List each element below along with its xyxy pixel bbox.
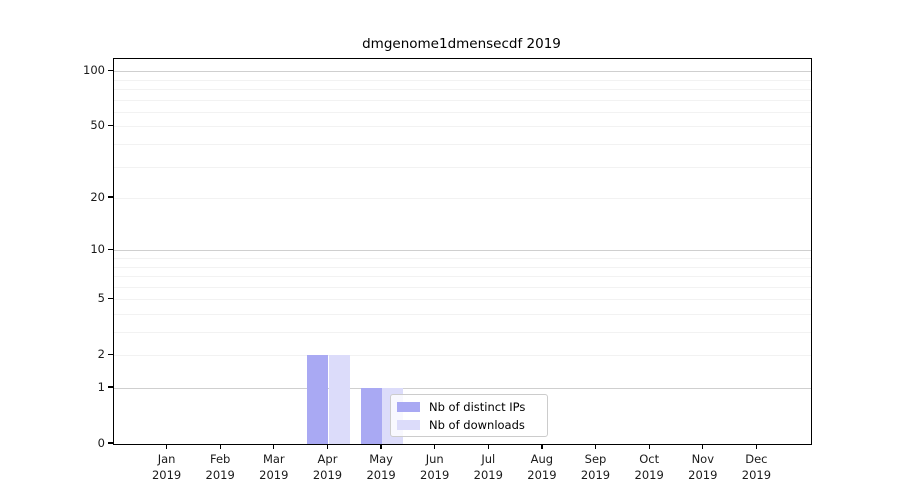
x-tick-label: Oct 2019 — [617, 452, 681, 483]
x-tick-mark — [434, 444, 436, 449]
y-tick-label: 0 — [97, 435, 105, 450]
x-tick-year: 2019 — [741, 467, 772, 482]
gridline-major — [114, 388, 811, 389]
y-tick-label: 50 — [90, 117, 105, 132]
y-tick-label: 1 — [97, 379, 105, 394]
x-tick-month: Aug — [530, 452, 554, 466]
x-tick-month: Jun — [425, 452, 444, 466]
bar-nb-of-distinct-ips — [307, 355, 329, 444]
x-tick-mark — [755, 444, 757, 449]
legend-label: Nb of downloads — [429, 417, 525, 432]
y-tick-label: 5 — [97, 290, 105, 305]
bar-nb-of-downloads — [328, 355, 350, 444]
gridline-minor — [114, 79, 811, 81]
gridline-minor — [114, 112, 811, 113]
y-tick-mark — [108, 124, 113, 127]
x-tick-month: Dec — [745, 452, 768, 466]
x-tick-mark — [380, 444, 382, 449]
gridline-minor — [114, 89, 811, 90]
x-tick-label: May 2019 — [349, 452, 413, 483]
x-tick-label: Jan 2019 — [135, 452, 199, 483]
gridline-minor — [114, 314, 811, 315]
gridline-minor — [114, 332, 811, 333]
x-tick-mark — [219, 444, 221, 449]
x-tick-year: 2019 — [151, 467, 182, 482]
x-tick-month: May — [369, 452, 393, 466]
legend-swatch-nb-of-downloads — [397, 419, 420, 430]
x-tick-month: Feb — [210, 452, 231, 466]
x-tick-month: Jul — [481, 452, 496, 466]
x-tick-month: Jan — [157, 452, 176, 466]
y-tick-mark — [108, 386, 113, 388]
x-tick-month: Apr — [317, 452, 338, 466]
gridline-minor — [114, 266, 811, 268]
gridline-minor — [114, 355, 811, 357]
legend-swatch-nb-of-distinct-ips — [397, 401, 420, 412]
x-tick-label: Dec 2019 — [724, 452, 788, 483]
x-tick-year: 2019 — [473, 467, 503, 482]
y-tick-mark — [108, 248, 113, 250]
plot-area: Nb of distinct IPs Nb of downloads — [113, 58, 812, 445]
x-tick-year: 2019 — [205, 467, 235, 482]
legend-label: Nb of distinct IPs — [429, 399, 526, 414]
y-tick-mark — [108, 69, 113, 71]
x-tick-mark — [326, 444, 329, 449]
y-tick-mark — [108, 442, 113, 444]
x-tick-year: 2019 — [259, 467, 289, 482]
x-tick-year: 2019 — [312, 467, 343, 482]
gridline-major — [114, 250, 811, 252]
x-tick-label: Mar 2019 — [242, 452, 306, 483]
bar-nb-of-distinct-ips — [360, 388, 382, 444]
legend-row: Nb of downloads — [397, 417, 547, 432]
x-tick-mark — [166, 444, 168, 449]
gridline-minor — [114, 276, 811, 277]
gridline-minor — [114, 286, 811, 288]
x-tick-year: 2019 — [527, 467, 557, 482]
y-tick-mark — [108, 353, 113, 355]
y-tick-mark — [108, 196, 113, 198]
gridline-minor — [114, 99, 811, 101]
x-tick-label: Sep 2019 — [564, 452, 628, 483]
gridline-minor — [114, 166, 811, 168]
x-tick-label: Jun 2019 — [403, 452, 467, 483]
chart-title: dmgenome1dmensecdf 2019 — [362, 36, 561, 52]
x-tick-label: Nov 2019 — [671, 452, 735, 483]
x-tick-month: Mar — [262, 452, 285, 466]
x-tick-label: Aug 2019 — [510, 452, 574, 483]
x-tick-mark — [648, 444, 650, 449]
y-tick-label: 100 — [83, 62, 105, 77]
legend-row: Nb of distinct IPs — [397, 399, 547, 414]
legend: Nb of distinct IPs Nb of downloads — [390, 394, 548, 437]
y-tick-label: 10 — [90, 241, 105, 256]
x-tick-month: Oct — [639, 452, 660, 466]
x-tick-year: 2019 — [366, 467, 396, 482]
x-tick-label: Apr 2019 — [296, 452, 360, 483]
x-tick-year: 2019 — [420, 467, 450, 482]
x-tick-year: 2019 — [634, 467, 664, 482]
x-tick-label: Feb 2019 — [188, 452, 252, 483]
gridline-minor — [114, 126, 811, 128]
x-tick-mark — [487, 444, 489, 449]
gridline-minor — [114, 299, 811, 301]
x-tick-year: 2019 — [688, 467, 718, 482]
gridline-minor — [114, 258, 811, 259]
x-tick-month: Nov — [691, 452, 715, 466]
x-tick-mark — [702, 444, 704, 449]
x-tick-mark — [273, 444, 275, 449]
x-tick-month: Sep — [584, 452, 607, 466]
x-tick-mark — [541, 444, 543, 449]
x-tick-mark — [594, 444, 597, 449]
gridline-minor — [114, 144, 811, 145]
gridline-major — [114, 71, 811, 73]
y-tick-mark — [108, 297, 113, 299]
y-tick-label: 2 — [97, 346, 105, 361]
x-tick-year: 2019 — [580, 467, 611, 482]
x-tick-label: Jul 2019 — [456, 452, 520, 483]
y-tick-label: 20 — [90, 189, 105, 204]
gridline-minor — [114, 198, 811, 200]
